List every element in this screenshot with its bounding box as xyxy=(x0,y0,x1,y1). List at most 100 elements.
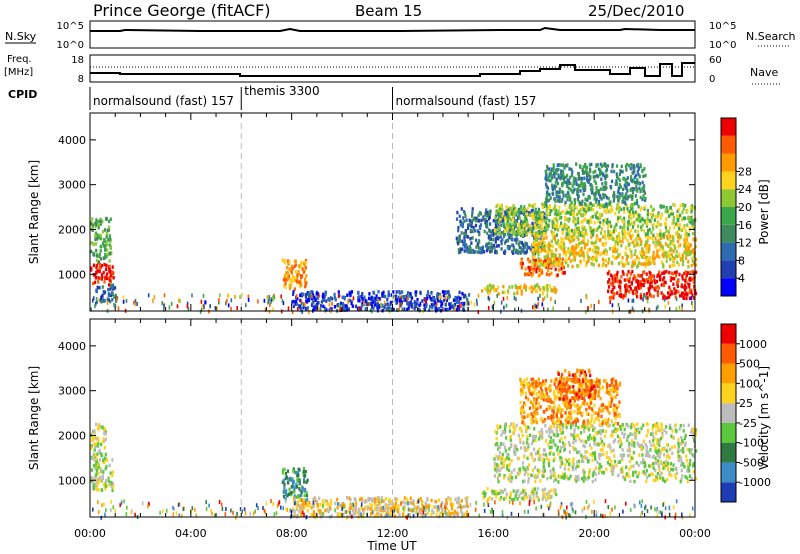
power-cell xyxy=(652,240,655,245)
velocity-cell xyxy=(437,498,441,502)
power-cell xyxy=(486,284,489,289)
power-cell xyxy=(163,303,165,308)
nave-right-tick-top: 60 xyxy=(709,55,722,66)
velocity-cell xyxy=(573,436,576,441)
power-cell xyxy=(474,223,478,228)
power-cell xyxy=(338,308,341,313)
power-cell xyxy=(94,233,97,238)
velocity-cell xyxy=(621,470,624,474)
power-cell xyxy=(649,261,652,266)
velocity-cell xyxy=(397,504,400,508)
power-cell xyxy=(304,302,306,307)
velocity-cell xyxy=(454,509,457,514)
power-cell xyxy=(553,224,556,228)
power-cell xyxy=(693,247,696,252)
power-cell xyxy=(471,214,474,218)
power-cell xyxy=(624,262,627,266)
power-cell xyxy=(410,296,414,300)
power-cell xyxy=(543,212,546,216)
power-cell xyxy=(607,261,610,265)
power-cell xyxy=(104,276,107,280)
velocity-cell xyxy=(302,469,305,474)
velocity-cell xyxy=(511,498,514,502)
power-cell xyxy=(536,211,539,215)
power-cell xyxy=(644,205,647,209)
power-cell xyxy=(271,297,273,302)
beam-title: Beam 15 xyxy=(355,2,422,20)
power-cell xyxy=(564,200,567,205)
power-cell xyxy=(620,207,623,212)
velocity-cell xyxy=(390,514,393,518)
power-cell xyxy=(579,208,582,212)
power-cell xyxy=(500,231,503,235)
power-cell xyxy=(458,307,461,311)
power-cell xyxy=(557,228,560,232)
power-cell xyxy=(499,206,502,210)
power-cell xyxy=(595,234,598,238)
power-cell xyxy=(597,219,600,223)
power-cell xyxy=(676,217,679,222)
power-cell xyxy=(562,271,565,275)
power-cell xyxy=(472,225,475,230)
velocity-cell xyxy=(424,508,427,512)
power-cell xyxy=(532,254,535,259)
power-cell xyxy=(503,290,506,295)
velocity-cell xyxy=(688,469,691,473)
power-cell xyxy=(595,258,598,262)
velocity-cell xyxy=(534,474,537,478)
velocity-cell xyxy=(554,488,557,492)
velocity-cell xyxy=(558,474,561,479)
power-cell xyxy=(99,217,102,221)
velocity-cell xyxy=(577,474,580,479)
power-cell xyxy=(590,241,593,245)
power-cell xyxy=(615,272,619,277)
power-cell xyxy=(534,246,538,250)
power-cell xyxy=(614,248,617,252)
power-cell xyxy=(95,300,98,304)
power-cell xyxy=(584,197,587,201)
power-cell xyxy=(562,163,565,167)
power-cell xyxy=(573,187,576,192)
power-cell xyxy=(628,234,631,238)
power-cell xyxy=(649,212,652,217)
velocity-cell xyxy=(553,479,556,483)
velocity-cell xyxy=(510,458,513,463)
power-cell xyxy=(485,224,488,228)
power-cell xyxy=(594,240,597,245)
power-cell xyxy=(673,256,676,261)
power-cell xyxy=(567,226,570,230)
power-cell xyxy=(685,232,688,236)
velocity-cell xyxy=(553,491,556,495)
power-cell xyxy=(557,263,560,267)
power-cell xyxy=(547,250,550,254)
velocity-cell xyxy=(97,438,100,443)
velocity-cell xyxy=(413,506,416,511)
power-cell xyxy=(624,251,627,256)
power-cell xyxy=(547,241,551,246)
power-cell xyxy=(507,238,510,242)
power-cell xyxy=(360,294,363,299)
power-cell xyxy=(602,235,605,239)
velocity-cell xyxy=(343,510,346,515)
power-cell xyxy=(580,220,583,225)
power-cell xyxy=(688,276,692,280)
power-cell xyxy=(429,297,432,301)
power-cell xyxy=(691,219,694,223)
power-cell xyxy=(618,183,622,187)
power-cell xyxy=(637,213,641,218)
power-cell xyxy=(296,297,299,301)
power-cell xyxy=(98,266,101,270)
power-cell xyxy=(500,241,503,246)
power-colorbar-tick-label: 4 xyxy=(738,272,745,285)
velocity-cell xyxy=(380,508,383,512)
power-cell xyxy=(665,259,668,263)
power-cell xyxy=(613,191,616,195)
power-cell xyxy=(350,301,353,306)
power-cell xyxy=(564,253,568,257)
power-cell xyxy=(414,293,417,297)
power-cell xyxy=(593,244,596,248)
power-cell xyxy=(637,224,640,228)
velocity-cell xyxy=(408,501,411,505)
power-cell xyxy=(631,299,633,303)
power-cell xyxy=(368,301,371,306)
